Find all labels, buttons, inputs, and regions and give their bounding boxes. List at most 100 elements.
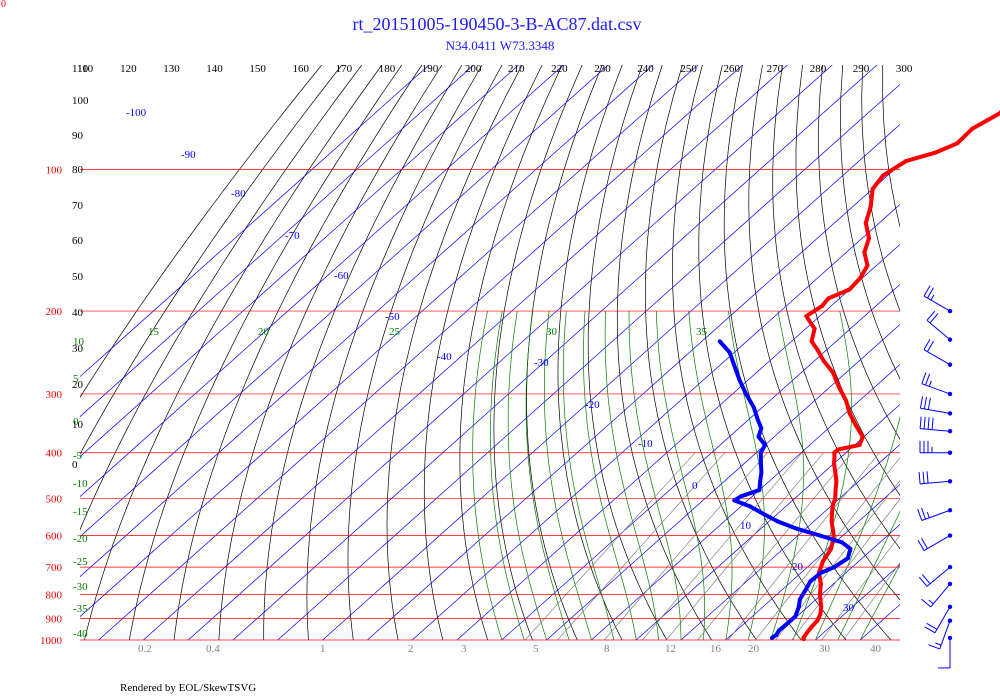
temperature-point [833, 470, 838, 475]
theta-top-label: 260 [724, 63, 741, 75]
temperature-point [831, 533, 836, 538]
wind-barb-flag [923, 396, 927, 409]
wind-barb-flag [923, 285, 931, 297]
wind-barb-flag [926, 310, 936, 321]
dewpoint-point [751, 405, 756, 410]
dry-adiabat-line [587, 65, 668, 640]
temperature-point [815, 348, 820, 353]
isotherm-line [80, 65, 609, 538]
temperature-point [844, 398, 849, 403]
dry-adiabat-line [263, 65, 463, 640]
dry-adiabat-line [347, 65, 503, 640]
wind-barb [921, 372, 953, 397]
theta-top-label: 180 [379, 63, 396, 75]
moist-left-label: 10 [73, 336, 85, 348]
temperature-point [817, 592, 822, 597]
dry-adiabat-line [423, 65, 543, 640]
wind-barb-flag [925, 373, 931, 386]
temperature-line [801, 109, 1000, 640]
dry-adiabat-line [128, 65, 403, 640]
isotherm-label: 10 [740, 520, 752, 532]
temperature-point [847, 287, 852, 292]
dewpoint-point [744, 391, 749, 396]
dewpoint-point [818, 533, 823, 538]
isotherm-line [770, 523, 900, 640]
moist-left-label: -5 [73, 450, 83, 462]
wind-barb-staff [923, 535, 951, 552]
isobar-label: 600 [46, 531, 63, 543]
temperature-point [829, 519, 834, 524]
dewpoint-point [770, 635, 775, 640]
mixing-ratio-line [524, 452, 696, 640]
dewpoint-point [761, 512, 766, 517]
isotherm-label: 20 [792, 561, 804, 573]
mixing-label: 0.2 [138, 643, 152, 655]
wind-barb-flag [921, 598, 932, 608]
wind-barb [923, 285, 953, 314]
dry-adiabat-line [795, 65, 900, 496]
isotherm-line [680, 443, 900, 640]
dewpoint-point [748, 504, 753, 509]
theta-top-label: 160 [293, 63, 310, 75]
moist-adiabat-line [604, 311, 659, 640]
wind-barb-staff [934, 606, 951, 634]
dry-adiabat-line [557, 65, 623, 640]
theta-top-label: 140 [206, 63, 223, 75]
dewpoint-point [796, 604, 801, 609]
wind-barb-staff [926, 319, 951, 341]
isotherm-label: 30 [843, 602, 855, 614]
temperature-point [815, 618, 820, 623]
dry-adiabat-line [80, 65, 322, 398]
theta-top-label: 250 [680, 63, 697, 75]
dry-adiabat-line [84, 65, 383, 640]
temperature-point [832, 450, 837, 455]
moist-left-label: -30 [73, 581, 88, 593]
isotherm-label: -80 [231, 188, 246, 200]
wind-barb-half [935, 642, 942, 646]
isotherm-line [501, 283, 900, 640]
wind-barb [918, 564, 953, 587]
theta-top-label: 190 [422, 63, 439, 75]
mixing-label: 2 [408, 643, 414, 655]
wind-barb [938, 635, 953, 669]
temperature-point [970, 126, 975, 131]
dewpoint-point [797, 597, 802, 602]
temperature-point [933, 150, 938, 155]
isotherm-line [80, 65, 564, 498]
isobar-label: 200 [46, 306, 63, 318]
temperature-point [821, 559, 826, 564]
theta-top-label: 150 [249, 63, 266, 75]
wind-barb-half [928, 599, 934, 605]
theta-top-label: 290 [853, 63, 870, 75]
wind-barb-staff [920, 480, 951, 485]
dewpoint-point [774, 632, 779, 637]
isotherm-line [905, 47, 1000, 640]
dry-adiabat-line [772, 65, 900, 550]
dewpoint-point [756, 434, 761, 439]
temperature-point [847, 411, 852, 416]
grid-lines [80, 47, 1000, 640]
dewpoint-point [757, 487, 762, 492]
wind-barb [926, 310, 953, 342]
moist-left-label: -35 [73, 603, 88, 615]
wind-barb [917, 533, 953, 552]
temperature-series [801, 109, 1000, 642]
theta-top-label: 270 [767, 63, 784, 75]
mixing-ratio-line [557, 452, 726, 640]
theta-left-label: 80 [72, 164, 84, 176]
mixing-label: 12 [665, 643, 676, 655]
isotherm-line [815, 563, 900, 640]
isobar-label: 100 [46, 164, 63, 176]
isotherm-line [591, 363, 900, 640]
isotherm-line [950, 47, 1000, 640]
dewpoint-point [739, 494, 744, 499]
dewpoint-series [717, 339, 853, 640]
mixing-label: 0.4 [206, 643, 220, 655]
dewpoint-point [848, 546, 853, 551]
theta-left-label: 110 [72, 63, 89, 75]
temperature-point [809, 625, 814, 630]
moist-adiabat-line [815, 415, 900, 640]
temperature-point [812, 326, 817, 331]
temperature-point [830, 504, 835, 509]
